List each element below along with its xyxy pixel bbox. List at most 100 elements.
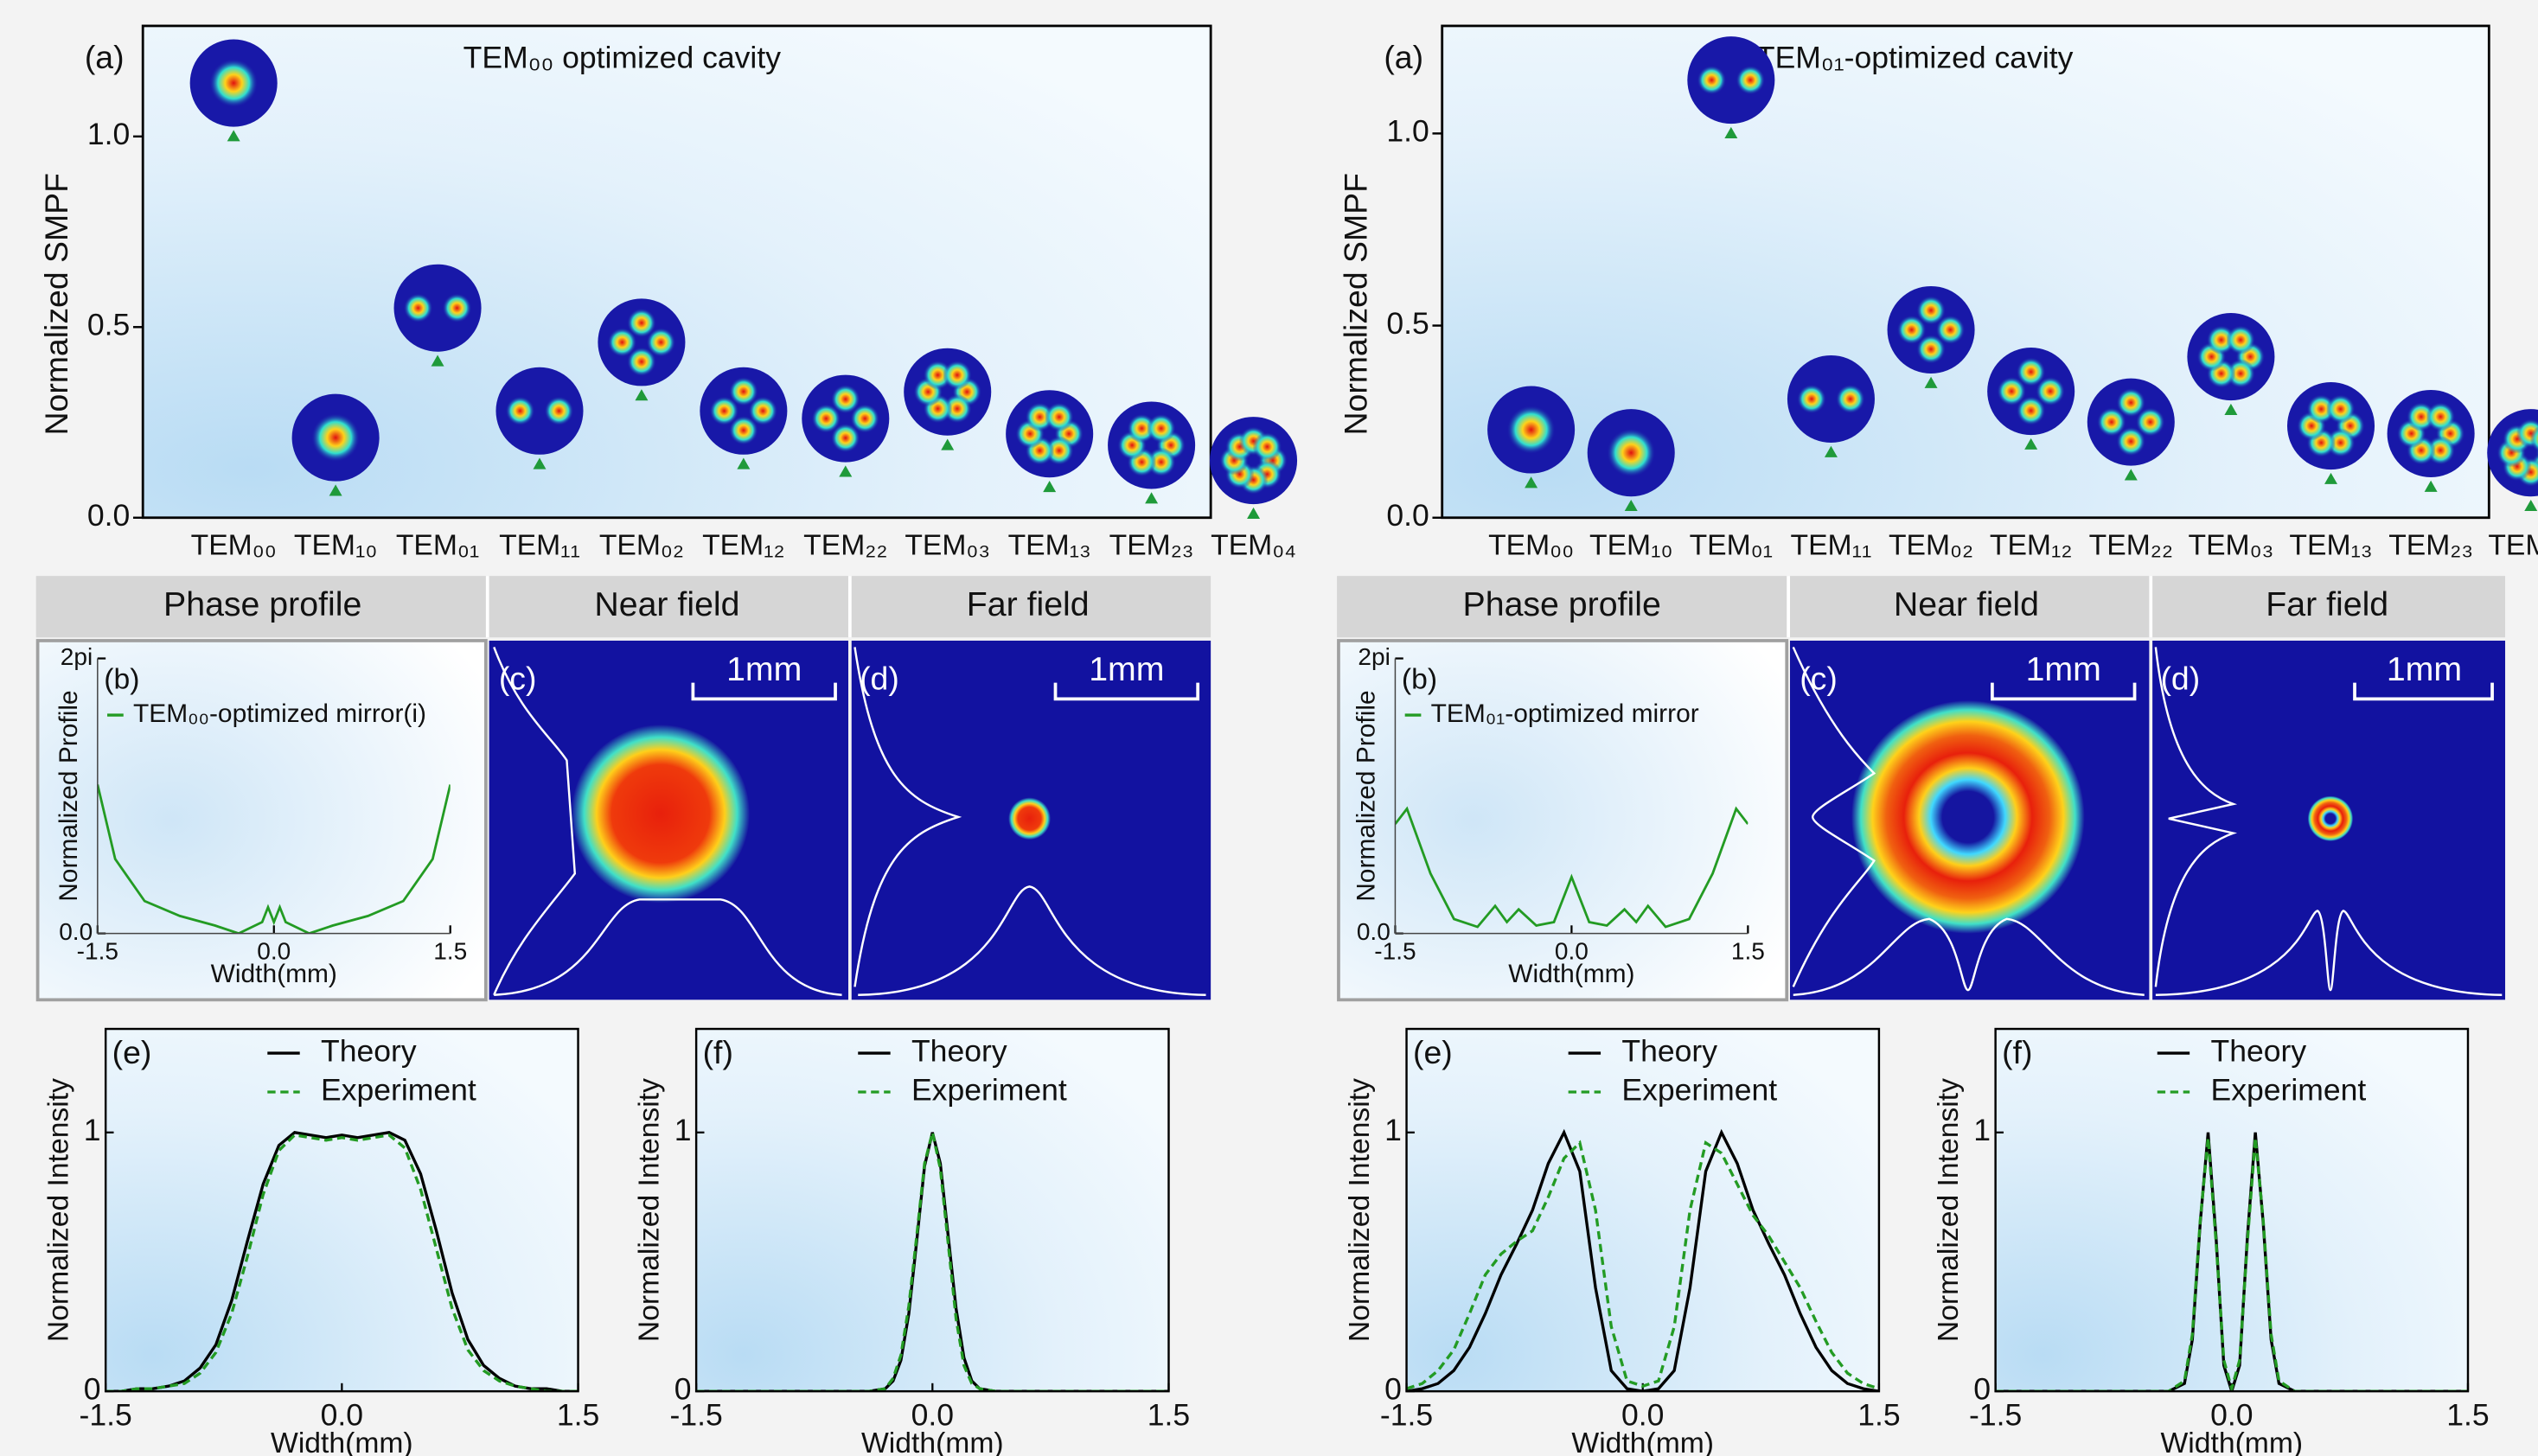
x-axis-label: Width(mm) (271, 1427, 413, 1456)
plot-frame (1994, 1027, 2470, 1393)
plot-bg (1406, 1029, 1879, 1392)
panel-label: (a) (85, 39, 125, 75)
y-tick-label: 0 (674, 1372, 692, 1407)
mode-lobe (943, 360, 972, 390)
series-line (97, 784, 451, 934)
marker (635, 389, 649, 401)
x-tick-label: TEM₁₃ (2289, 529, 2372, 561)
mode-lobe (1916, 296, 1946, 325)
x-tick-label: -1.5 (77, 937, 118, 964)
series-line (105, 1133, 579, 1392)
mode-image (2286, 382, 2375, 470)
header: Far field (2266, 585, 2388, 623)
header: Near field (1894, 585, 2039, 623)
x-tick-label: 1.5 (1857, 1397, 1900, 1432)
x-tick-label: TEM₀₃ (905, 529, 990, 561)
x-tick-label: 0.0 (1621, 1397, 1664, 1432)
x-tick-label: 0.0 (911, 1397, 954, 1432)
mode-image (1587, 409, 1675, 497)
legend-label: Theory (321, 1033, 417, 1068)
marker (2324, 472, 2338, 484)
marker (941, 438, 955, 450)
mode-lobe (1896, 315, 1927, 345)
mode-disc (1887, 285, 1975, 374)
marker (227, 130, 240, 142)
mode-lobe (2096, 407, 2126, 437)
beam-ring (2307, 795, 2354, 841)
y-tick-label: 0 (1384, 1372, 1402, 1407)
mode-lobe (311, 413, 361, 463)
legend-label: Theory (911, 1033, 1007, 1068)
marker (1145, 492, 1159, 504)
mode-lobe (2325, 394, 2356, 424)
panel-label: (c) (1800, 661, 1838, 697)
panel-label: (f) (703, 1034, 733, 1070)
x-axis-label: Width(mm) (2161, 1427, 2304, 1456)
mode-disc (1687, 36, 1775, 125)
y-tick-label: 2pi (61, 643, 93, 670)
series-line (1995, 1137, 2468, 1392)
x-tick-label: 1.5 (557, 1397, 599, 1432)
mode-lobe (2016, 396, 2046, 425)
y-axis-label: Normalized Intensity (634, 1078, 666, 1342)
mode-lobe (209, 58, 259, 108)
panel-label: (e) (1413, 1034, 1453, 1070)
marker (2524, 499, 2538, 512)
x-axis-label: Width(mm) (1571, 1427, 1714, 1456)
scale-label: 1mm (726, 650, 802, 688)
mode-lobe (830, 384, 860, 414)
mode-image (1006, 390, 1094, 478)
mode-image (495, 367, 584, 455)
mode-lobe (729, 415, 758, 445)
y-tick-label: 1 (1384, 1113, 1402, 1147)
series-line (1395, 806, 1748, 929)
mode-disc (393, 264, 482, 352)
panel-label: (b) (1402, 664, 1437, 696)
profile-curve (1793, 917, 2145, 996)
x-axis-label: Width(mm) (211, 960, 337, 988)
chart-title: TEM₀₁-optimized cavity (1756, 41, 2074, 75)
marker (1043, 480, 1057, 493)
y-tick-label: 1.0 (87, 117, 130, 151)
y-axis-label: Normalized Profile (54, 690, 83, 901)
mode-lobe (1697, 65, 1727, 95)
mode-disc (1787, 354, 1875, 443)
marker (431, 354, 444, 367)
x-tick-label: TEM₀₁ (1690, 529, 1773, 561)
mode-image (189, 39, 278, 127)
mode-lobe (627, 308, 656, 338)
x-tick-label: 0.0 (257, 937, 291, 964)
mode-lobe (1252, 431, 1282, 462)
scale-bar (691, 682, 837, 701)
mode-lobe (2036, 376, 2065, 406)
marker (533, 457, 547, 469)
y-tick-label: 1 (84, 1113, 101, 1147)
y-axis-label: Normalized Profile (1352, 690, 1381, 901)
mode-lobe (1836, 384, 1865, 414)
mode-disc (495, 367, 584, 455)
x-axis-label: Width(mm) (1508, 960, 1634, 988)
legend-label: Experiment (911, 1072, 1067, 1107)
mode-lobe (1506, 405, 1556, 455)
y-axis-label: Normalized Intensity (1933, 1078, 1965, 1342)
mode-lobe (2426, 402, 2456, 431)
marker (1247, 507, 1261, 519)
mode-image (1487, 386, 1576, 474)
panel-label: (b) (104, 664, 139, 696)
x-tick-label: TEM₁₃ (1008, 529, 1091, 561)
marker (2224, 403, 2238, 415)
y-tick-label: 0.5 (1386, 306, 1429, 341)
panel-label: (d) (2160, 661, 2200, 697)
x-tick-label: TEM₀₄ (2488, 529, 2538, 561)
x-tick-label: TEM₂₂ (803, 529, 887, 561)
x-tick-label: 1.5 (1148, 1397, 1190, 1432)
mode-image (598, 298, 686, 386)
x-tick-label: 0.0 (321, 1397, 363, 1432)
legend-label: TEM₀₁-optimized mirror (1431, 699, 1699, 728)
header: Near field (594, 585, 739, 623)
x-tick-label: TEM₀₃ (2189, 529, 2274, 561)
y-tick-label: 1.0 (1386, 114, 1429, 149)
mode-image (1787, 354, 1875, 443)
mode-image (2387, 389, 2475, 477)
mode-lobe (2226, 325, 2255, 354)
